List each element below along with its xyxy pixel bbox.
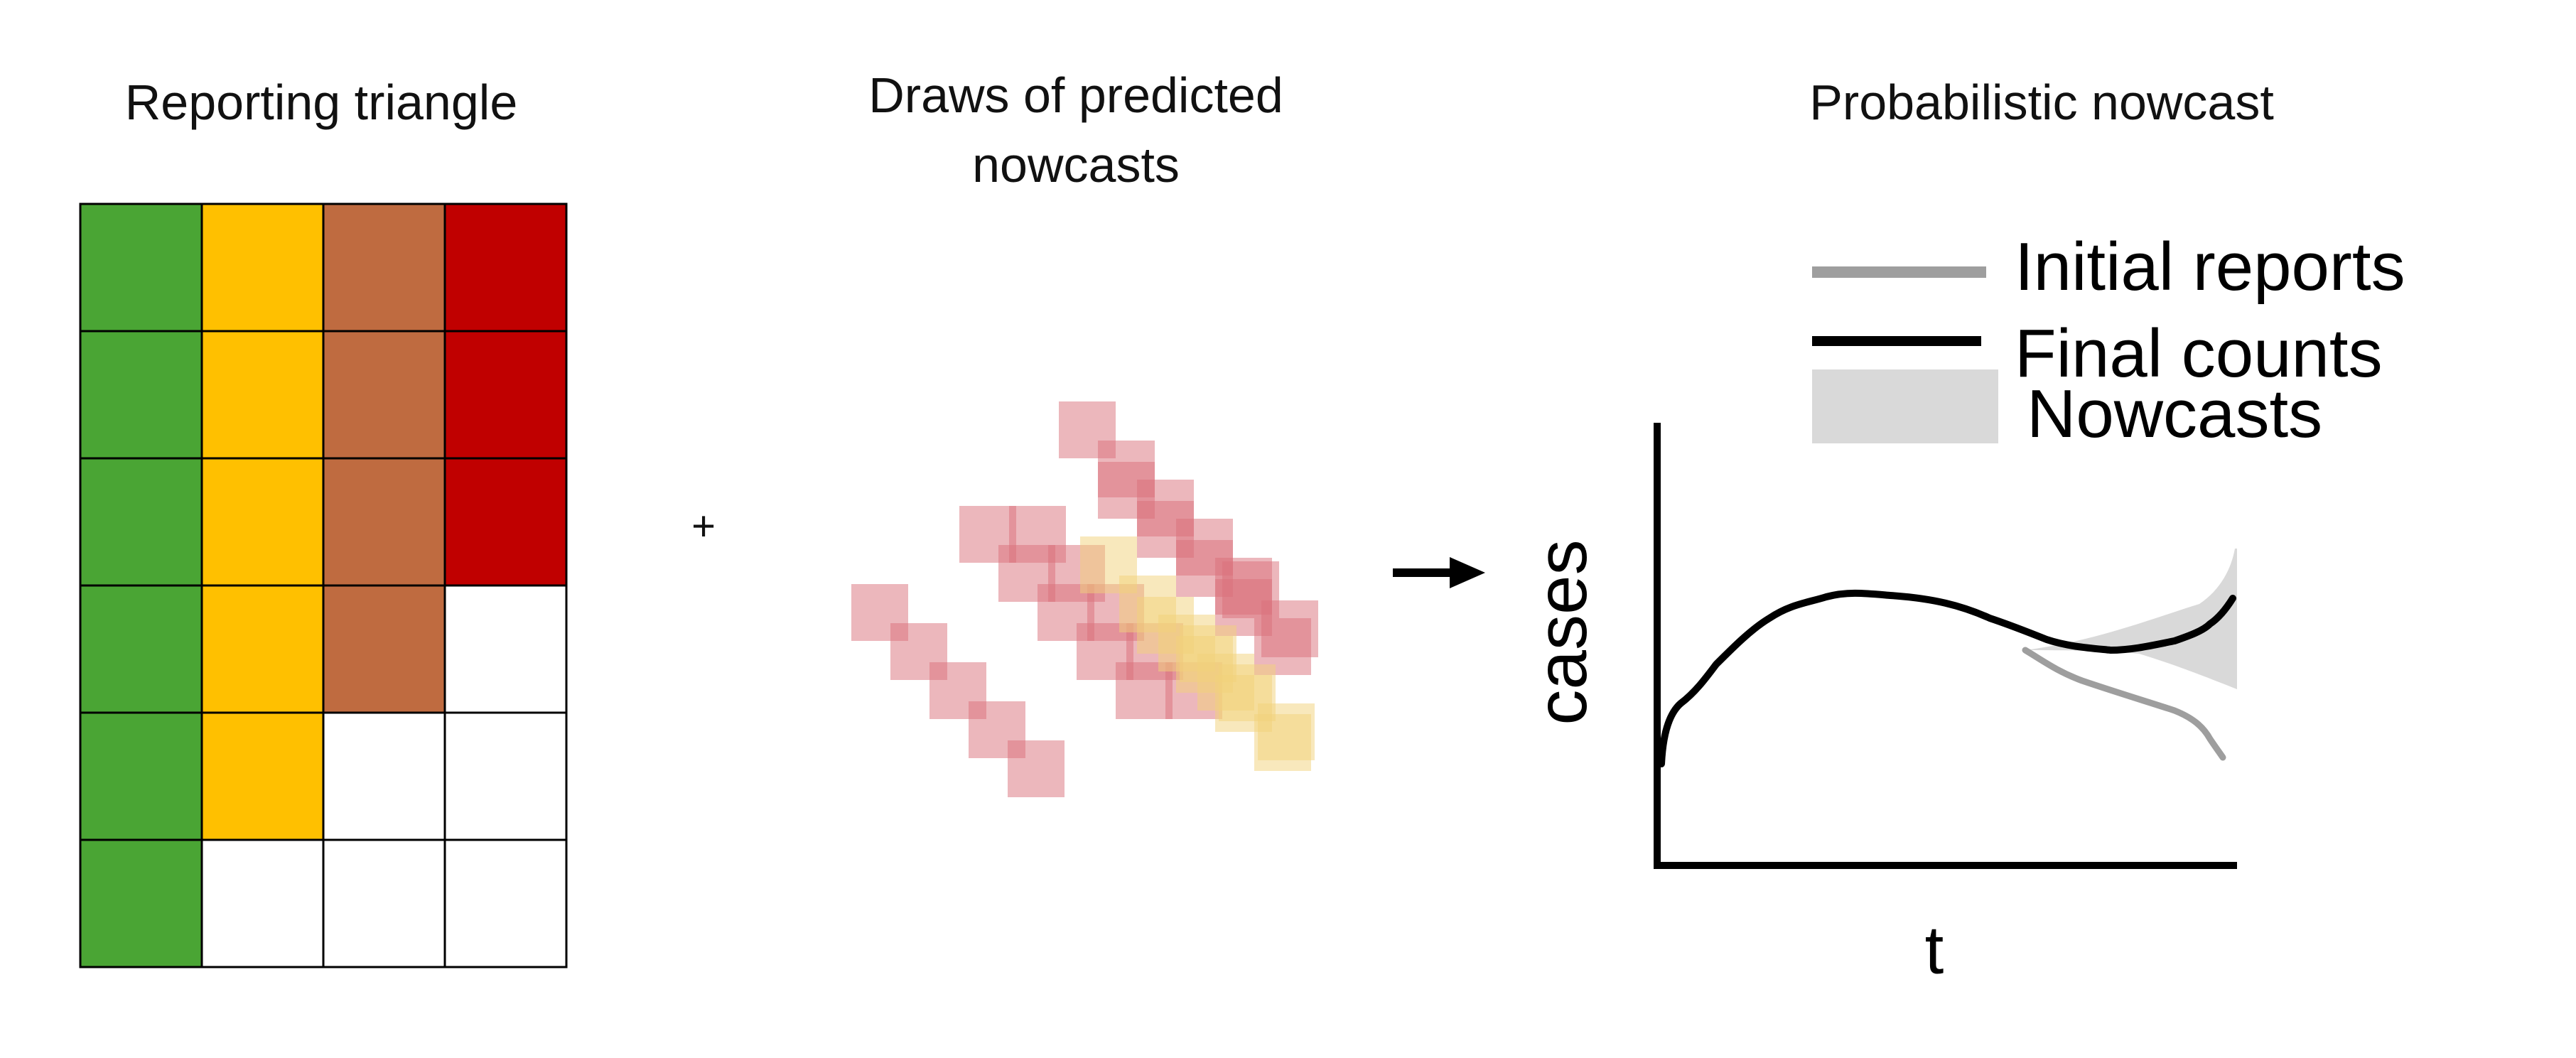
- reporting-triangle-title: Reporting triangle: [125, 75, 518, 130]
- triangle-cell-filled: [322, 584, 446, 714]
- triangle-cell-empty: [322, 838, 446, 968]
- triangle-cell-filled: [322, 203, 446, 333]
- nowcast-title: Probabilistic nowcast: [1809, 75, 2274, 130]
- triangle-cell-empty: [443, 838, 568, 968]
- triangle-cell-empty: [443, 711, 568, 841]
- triangle-cell-filled: [79, 584, 203, 714]
- triangle-cell-filled: [443, 330, 568, 460]
- triangle-cell-filled: [79, 711, 203, 841]
- legend: Initial reports Final counts Nowcasts: [1812, 229, 2405, 452]
- final-counts-line: [1658, 589, 2236, 767]
- legend-nowcasts-swatch: [1812, 369, 1998, 443]
- legend-initial-label: Initial reports: [2015, 229, 2405, 305]
- nowcast-uncertainty-band: [2025, 549, 2237, 689]
- draw-tile: [1258, 703, 1315, 760]
- legend-nowcasts-label: Nowcasts: [2027, 376, 2322, 452]
- triangle-cell-filled: [200, 711, 325, 841]
- triangle-cell-filled: [79, 838, 203, 968]
- triangle-cell-filled: [79, 330, 203, 460]
- plus-sign: +: [691, 503, 716, 549]
- triangle-cell-empty: [443, 584, 568, 714]
- triangle-cell-filled: [79, 203, 203, 333]
- triangle-cell-filled: [322, 330, 446, 460]
- legend-final-label: Final counts: [2015, 315, 2383, 392]
- triangle-cell-filled: [200, 584, 325, 714]
- triangle-cell-filled: [200, 330, 325, 460]
- y-axis-label: cases: [1522, 539, 1602, 725]
- draws-title-line2: nowcasts: [972, 137, 1180, 193]
- x-axis-label: t: [1925, 912, 1944, 988]
- triangle-cell-filled: [322, 457, 446, 587]
- arrow-right-icon: [1393, 557, 1485, 588]
- triangle-cell-filled: [79, 457, 203, 587]
- draw-tile: [1261, 600, 1318, 657]
- triangle-cell-empty: [322, 711, 446, 841]
- nowcast-plot: cases t: [1522, 423, 2237, 988]
- triangle-cell-filled: [200, 457, 325, 587]
- triangle-cell-filled: [443, 203, 568, 333]
- triangle-cell-filled: [200, 203, 325, 333]
- reporting-triangle-grid: [79, 203, 568, 968]
- initial-reports-line: [2022, 647, 2226, 761]
- triangle-cell-empty: [200, 838, 325, 968]
- triangle-cell-filled: [443, 457, 568, 587]
- draws-title-line1: Draws of predicted: [868, 68, 1283, 123]
- draw-tile: [1008, 740, 1065, 797]
- nowcast-draw-tiles: [851, 401, 1318, 797]
